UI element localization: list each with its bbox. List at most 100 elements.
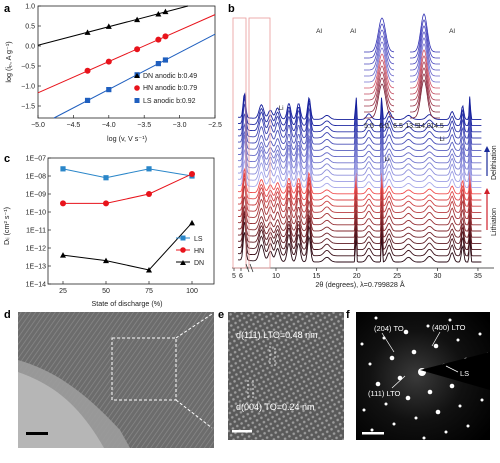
peak-label-li-1: Li <box>278 105 283 112</box>
diffraction-curve <box>237 196 482 226</box>
legend-marker-hn <box>134 85 140 91</box>
series-line <box>62 222 193 271</box>
panel-c-chart: 25 50 75 100 1E−07 1E−08 1E−09 1E−10 1E−11 1E−12… <box>2 155 215 308</box>
diffraction-spot <box>427 389 433 395</box>
fit-line <box>53 33 216 119</box>
panel-letter-e: e <box>218 309 224 321</box>
peak-label-li-3: Li <box>439 136 444 143</box>
y-tick-label: −1.5 <box>21 103 35 110</box>
legend-c-ls: LS <box>194 236 203 243</box>
y-tick-label: 1E−12 <box>26 245 47 252</box>
zoom-region-box <box>111 337 177 401</box>
x-tick-label: 30 <box>434 273 442 280</box>
diffraction-curve <box>237 204 482 232</box>
legend-ls-label: LS anodic b:0.92 <box>143 98 196 105</box>
diffraction-curve <box>237 158 482 189</box>
diffraction-curve <box>237 122 482 151</box>
y-tick-label: 1E−09 <box>26 191 47 198</box>
x-tick-label: 50 <box>102 288 110 295</box>
diffraction-spot <box>426 324 430 328</box>
data-point <box>84 97 91 103</box>
panel-a-ylabel: log (iₚ, A g⁻¹) <box>4 41 13 82</box>
diffraction-spot <box>368 362 372 366</box>
x-tick-label: 35 <box>474 273 482 280</box>
diffraction-curve <box>237 103 482 139</box>
diffraction-curve <box>237 135 482 170</box>
diffraction-spot <box>458 404 462 408</box>
data-point <box>155 61 161 67</box>
data-point <box>103 200 109 207</box>
diffraction-spot <box>411 349 417 355</box>
highlight-region-1 <box>232 17 247 269</box>
diffraction-spot <box>370 428 374 432</box>
saed-label-400-lto: (400) LTO <box>432 323 466 332</box>
peak-label-al-2: Al <box>350 28 356 35</box>
inset-tick: 6.0 <box>379 123 389 130</box>
peak-label-li-2: Li <box>384 156 389 163</box>
series-line <box>62 168 193 179</box>
panel-b-inset <box>364 13 440 119</box>
arrow-up-icon <box>484 146 490 152</box>
x-tick-label: 6 <box>239 273 243 280</box>
data-point <box>146 266 152 273</box>
x-tick-label: 20 <box>353 273 361 280</box>
x-tick-label: −3.0 <box>173 122 187 129</box>
data-point <box>162 33 169 40</box>
diffraction-spot <box>375 381 381 387</box>
data-point <box>60 252 66 258</box>
diffraction-spot <box>466 424 470 428</box>
diffraction-spot <box>384 402 388 406</box>
diffraction-curve <box>237 185 482 220</box>
diffraction-spot <box>444 430 448 434</box>
y-tick-label: 0.5 <box>25 23 35 30</box>
saed-label-ls: LS <box>460 369 469 378</box>
data-point <box>146 191 152 197</box>
legend-marker-ls <box>134 98 140 103</box>
inset-curve <box>410 19 440 59</box>
peak-label-al-1: Al <box>316 28 322 35</box>
inset-curve <box>364 47 395 83</box>
inset-curve <box>364 77 395 113</box>
panel-d-tem-image <box>18 312 214 448</box>
diffraction-spot <box>480 398 484 402</box>
diffraction-curve <box>237 149 482 182</box>
diffraction-curve <box>237 130 482 158</box>
inset-curve <box>364 23 395 59</box>
data-point <box>103 175 109 181</box>
diffraction-curve <box>237 177 482 213</box>
panel-c-xlabel: State of discharge (%) <box>91 299 162 308</box>
diffraction-curve <box>237 232 482 263</box>
scale-bar <box>232 430 252 433</box>
diffraction-curve <box>237 92 482 120</box>
legend-c-dn: DN <box>194 260 204 267</box>
diffraction-spot <box>414 416 418 420</box>
panel-b-xrd-stack: 5.5 6.0 6.5 13.5 14.0 14.5 Al Al Al Li L… <box>232 13 498 289</box>
legend-marker-dn <box>134 73 140 78</box>
diffraction-curve <box>237 167 482 195</box>
x-tick-label: −5.0 <box>31 122 45 129</box>
data-point <box>146 166 152 172</box>
diffraction-spot <box>435 409 441 415</box>
panel-letter-c: c <box>4 153 10 165</box>
inset-curve <box>364 53 395 89</box>
diffraction-spot <box>389 355 395 361</box>
y-tick-label: 1E−07 <box>26 155 47 162</box>
axis-break-icon <box>245 263 254 273</box>
diffraction-curve <box>237 174 482 207</box>
panel-a-frame <box>37 5 216 119</box>
inset-tick: 14.5 <box>430 123 444 130</box>
inset-curve <box>364 65 395 101</box>
panel-a-chart: −5.0 −4.5 −4.0 −3.5 −3.0 −2.5 1.0 0.5 0.0 −0.5 −1… <box>4 3 222 143</box>
inset-curve <box>410 37 440 77</box>
x-tick-label: 10 <box>272 273 280 280</box>
x-tick-label: 25 <box>393 273 401 280</box>
y-tick-label: 1E−10 <box>26 209 47 216</box>
inset-curve <box>410 55 440 95</box>
inset-curve <box>364 83 395 119</box>
inset-tick: 14.0 <box>417 123 431 130</box>
inset-curve <box>410 25 440 65</box>
scale-bar <box>26 432 48 435</box>
panel-b-inset-ticks: 5.5 6.0 6.5 13.5 14.0 14.5 <box>364 123 444 130</box>
y-tick-label: 1.0 <box>25 3 35 10</box>
highlight-region-2 <box>248 17 271 269</box>
